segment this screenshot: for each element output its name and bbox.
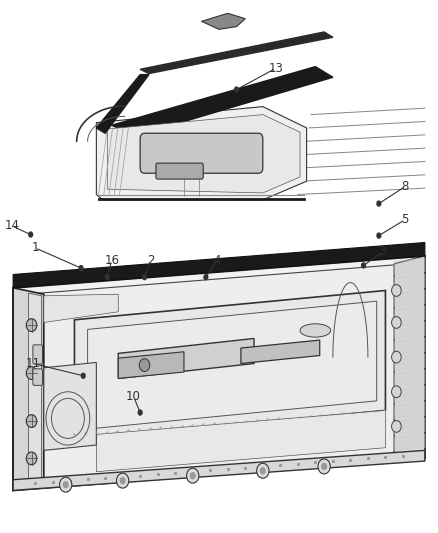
FancyBboxPatch shape bbox=[33, 369, 42, 385]
Polygon shape bbox=[13, 450, 425, 490]
Polygon shape bbox=[241, 340, 320, 364]
Text: 3: 3 bbox=[380, 245, 387, 258]
Polygon shape bbox=[13, 256, 425, 490]
Circle shape bbox=[142, 274, 147, 280]
Polygon shape bbox=[28, 293, 42, 481]
Polygon shape bbox=[44, 294, 118, 322]
Circle shape bbox=[318, 459, 330, 474]
Circle shape bbox=[117, 473, 129, 488]
Circle shape bbox=[392, 285, 401, 296]
Text: 14: 14 bbox=[4, 220, 19, 232]
Circle shape bbox=[392, 317, 401, 328]
Polygon shape bbox=[394, 290, 425, 306]
Polygon shape bbox=[394, 258, 425, 274]
Circle shape bbox=[81, 373, 86, 379]
Polygon shape bbox=[394, 256, 425, 458]
Circle shape bbox=[190, 472, 196, 479]
Circle shape bbox=[105, 274, 110, 280]
Polygon shape bbox=[394, 306, 425, 322]
FancyBboxPatch shape bbox=[140, 133, 263, 173]
Circle shape bbox=[234, 86, 239, 93]
Circle shape bbox=[361, 262, 366, 269]
Text: 8: 8 bbox=[402, 180, 409, 193]
Circle shape bbox=[120, 477, 126, 484]
Polygon shape bbox=[112, 67, 333, 136]
Ellipse shape bbox=[300, 324, 331, 337]
Circle shape bbox=[138, 409, 143, 416]
Text: 10: 10 bbox=[126, 390, 141, 403]
Polygon shape bbox=[107, 115, 300, 193]
Circle shape bbox=[139, 359, 150, 372]
Polygon shape bbox=[394, 434, 425, 450]
Polygon shape bbox=[96, 107, 307, 200]
Circle shape bbox=[60, 477, 72, 492]
Text: 4: 4 bbox=[213, 254, 221, 266]
Polygon shape bbox=[140, 32, 333, 74]
Text: 1: 1 bbox=[31, 241, 39, 254]
Circle shape bbox=[260, 467, 266, 474]
Polygon shape bbox=[26, 264, 407, 482]
Polygon shape bbox=[96, 75, 149, 133]
Polygon shape bbox=[118, 338, 254, 378]
Circle shape bbox=[392, 421, 401, 432]
Text: 5: 5 bbox=[402, 213, 409, 226]
Circle shape bbox=[78, 265, 84, 271]
Polygon shape bbox=[394, 322, 425, 338]
Circle shape bbox=[63, 481, 69, 488]
Polygon shape bbox=[88, 301, 377, 429]
Polygon shape bbox=[201, 13, 245, 29]
Polygon shape bbox=[394, 370, 425, 386]
Circle shape bbox=[376, 200, 381, 207]
Polygon shape bbox=[394, 274, 425, 290]
Circle shape bbox=[392, 386, 401, 398]
Polygon shape bbox=[74, 290, 385, 440]
Text: 16: 16 bbox=[104, 254, 119, 266]
Polygon shape bbox=[13, 288, 44, 490]
Circle shape bbox=[26, 452, 37, 465]
Polygon shape bbox=[44, 362, 96, 450]
FancyBboxPatch shape bbox=[33, 345, 42, 364]
FancyBboxPatch shape bbox=[156, 163, 203, 179]
Polygon shape bbox=[13, 243, 425, 288]
Polygon shape bbox=[394, 418, 425, 434]
Circle shape bbox=[28, 231, 33, 238]
Circle shape bbox=[203, 274, 208, 280]
Circle shape bbox=[392, 351, 401, 363]
Polygon shape bbox=[394, 386, 425, 402]
Polygon shape bbox=[394, 338, 425, 354]
Circle shape bbox=[321, 463, 327, 470]
Polygon shape bbox=[394, 402, 425, 418]
Polygon shape bbox=[394, 354, 425, 370]
Circle shape bbox=[26, 415, 37, 427]
Circle shape bbox=[26, 319, 37, 332]
Circle shape bbox=[187, 468, 199, 483]
Polygon shape bbox=[118, 352, 184, 378]
Text: 2: 2 bbox=[147, 254, 155, 266]
Polygon shape bbox=[96, 410, 385, 472]
Text: 13: 13 bbox=[268, 62, 283, 75]
Circle shape bbox=[26, 367, 37, 379]
Text: 11: 11 bbox=[25, 357, 40, 370]
Circle shape bbox=[257, 463, 269, 478]
Circle shape bbox=[376, 232, 381, 239]
